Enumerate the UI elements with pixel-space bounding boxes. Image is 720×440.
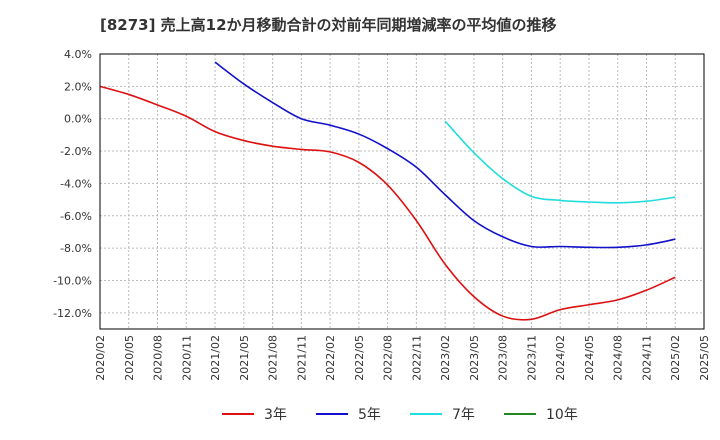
y-tick-label: 4.0%	[64, 48, 92, 61]
y-tick-label: -12.0%	[53, 307, 92, 320]
x-tick-label: 2024/11	[640, 335, 653, 381]
x-tick-label: 2021/08	[267, 335, 280, 381]
x-tick-label: 2023/05	[468, 335, 481, 381]
x-tick-label: 2022/11	[410, 335, 423, 381]
x-axis: 2020/02 2020/05 2020/08 2020/11 2021/02 2021/…	[94, 335, 711, 381]
series-line-3年	[99, 85, 676, 321]
x-tick-label: 2024/02	[554, 335, 567, 381]
legend-item: 5年	[316, 407, 381, 423]
legend-item: 7年	[410, 407, 475, 423]
x-tick-label: 2025/05	[698, 335, 711, 381]
y-tick-label: -8.0%	[60, 242, 92, 255]
y-tick-label: 0.0%	[64, 113, 92, 126]
legend-label: 5年	[358, 407, 381, 423]
series-line-7年	[444, 120, 676, 204]
x-tick-label: 2023/02	[439, 335, 452, 381]
y-tick-label: -4.0%	[60, 177, 92, 190]
x-tick-label: 2021/11	[295, 335, 308, 381]
y-tick-label: -2.0%	[60, 145, 92, 158]
legend-label: 3年	[264, 407, 287, 423]
x-tick-label: 2022/02	[324, 335, 337, 381]
series-line-5年	[214, 61, 676, 249]
x-tick-label: 2025/02	[669, 335, 682, 381]
y-axis: 4.0% 2.0% 0.0% -2.0% -4.0% -6.0% -8.0% -10.0% -1…	[53, 48, 92, 320]
legend-label: 7年	[452, 407, 475, 423]
x-tick-label: 2020/11	[180, 335, 193, 381]
y-tick-label: -6.0%	[60, 210, 92, 223]
legend: 3年 5年 7年 10年	[222, 407, 578, 423]
legend-item: 10年	[504, 407, 578, 423]
legend-item: 3年	[222, 407, 287, 423]
series-layer	[99, 61, 676, 321]
plot-frame	[99, 53, 705, 330]
x-tick-label: 2022/08	[382, 335, 395, 381]
x-tick-label: 2020/05	[123, 335, 136, 381]
x-tick-label: 2020/08	[152, 335, 165, 381]
x-tick-label: 2024/05	[583, 335, 596, 381]
x-tick-label: 2020/02	[94, 335, 107, 381]
x-tick-label: 2022/05	[353, 335, 366, 381]
chart-title: [8273] 売上高12か月移動合計の対前年同期増減率の平均値の推移	[100, 16, 557, 34]
x-tick-label: 2021/05	[238, 335, 251, 381]
x-tick-label: 2023/11	[525, 335, 538, 381]
y-tick-label: 2.0%	[64, 80, 92, 93]
x-tick-label: 2021/02	[209, 335, 222, 381]
x-tick-label: 2023/08	[497, 335, 510, 381]
y-tick-label: -10.0%	[53, 274, 92, 287]
x-tick-label: 2024/08	[612, 335, 625, 381]
grid	[100, 53, 704, 329]
legend-label: 10年	[546, 407, 578, 423]
